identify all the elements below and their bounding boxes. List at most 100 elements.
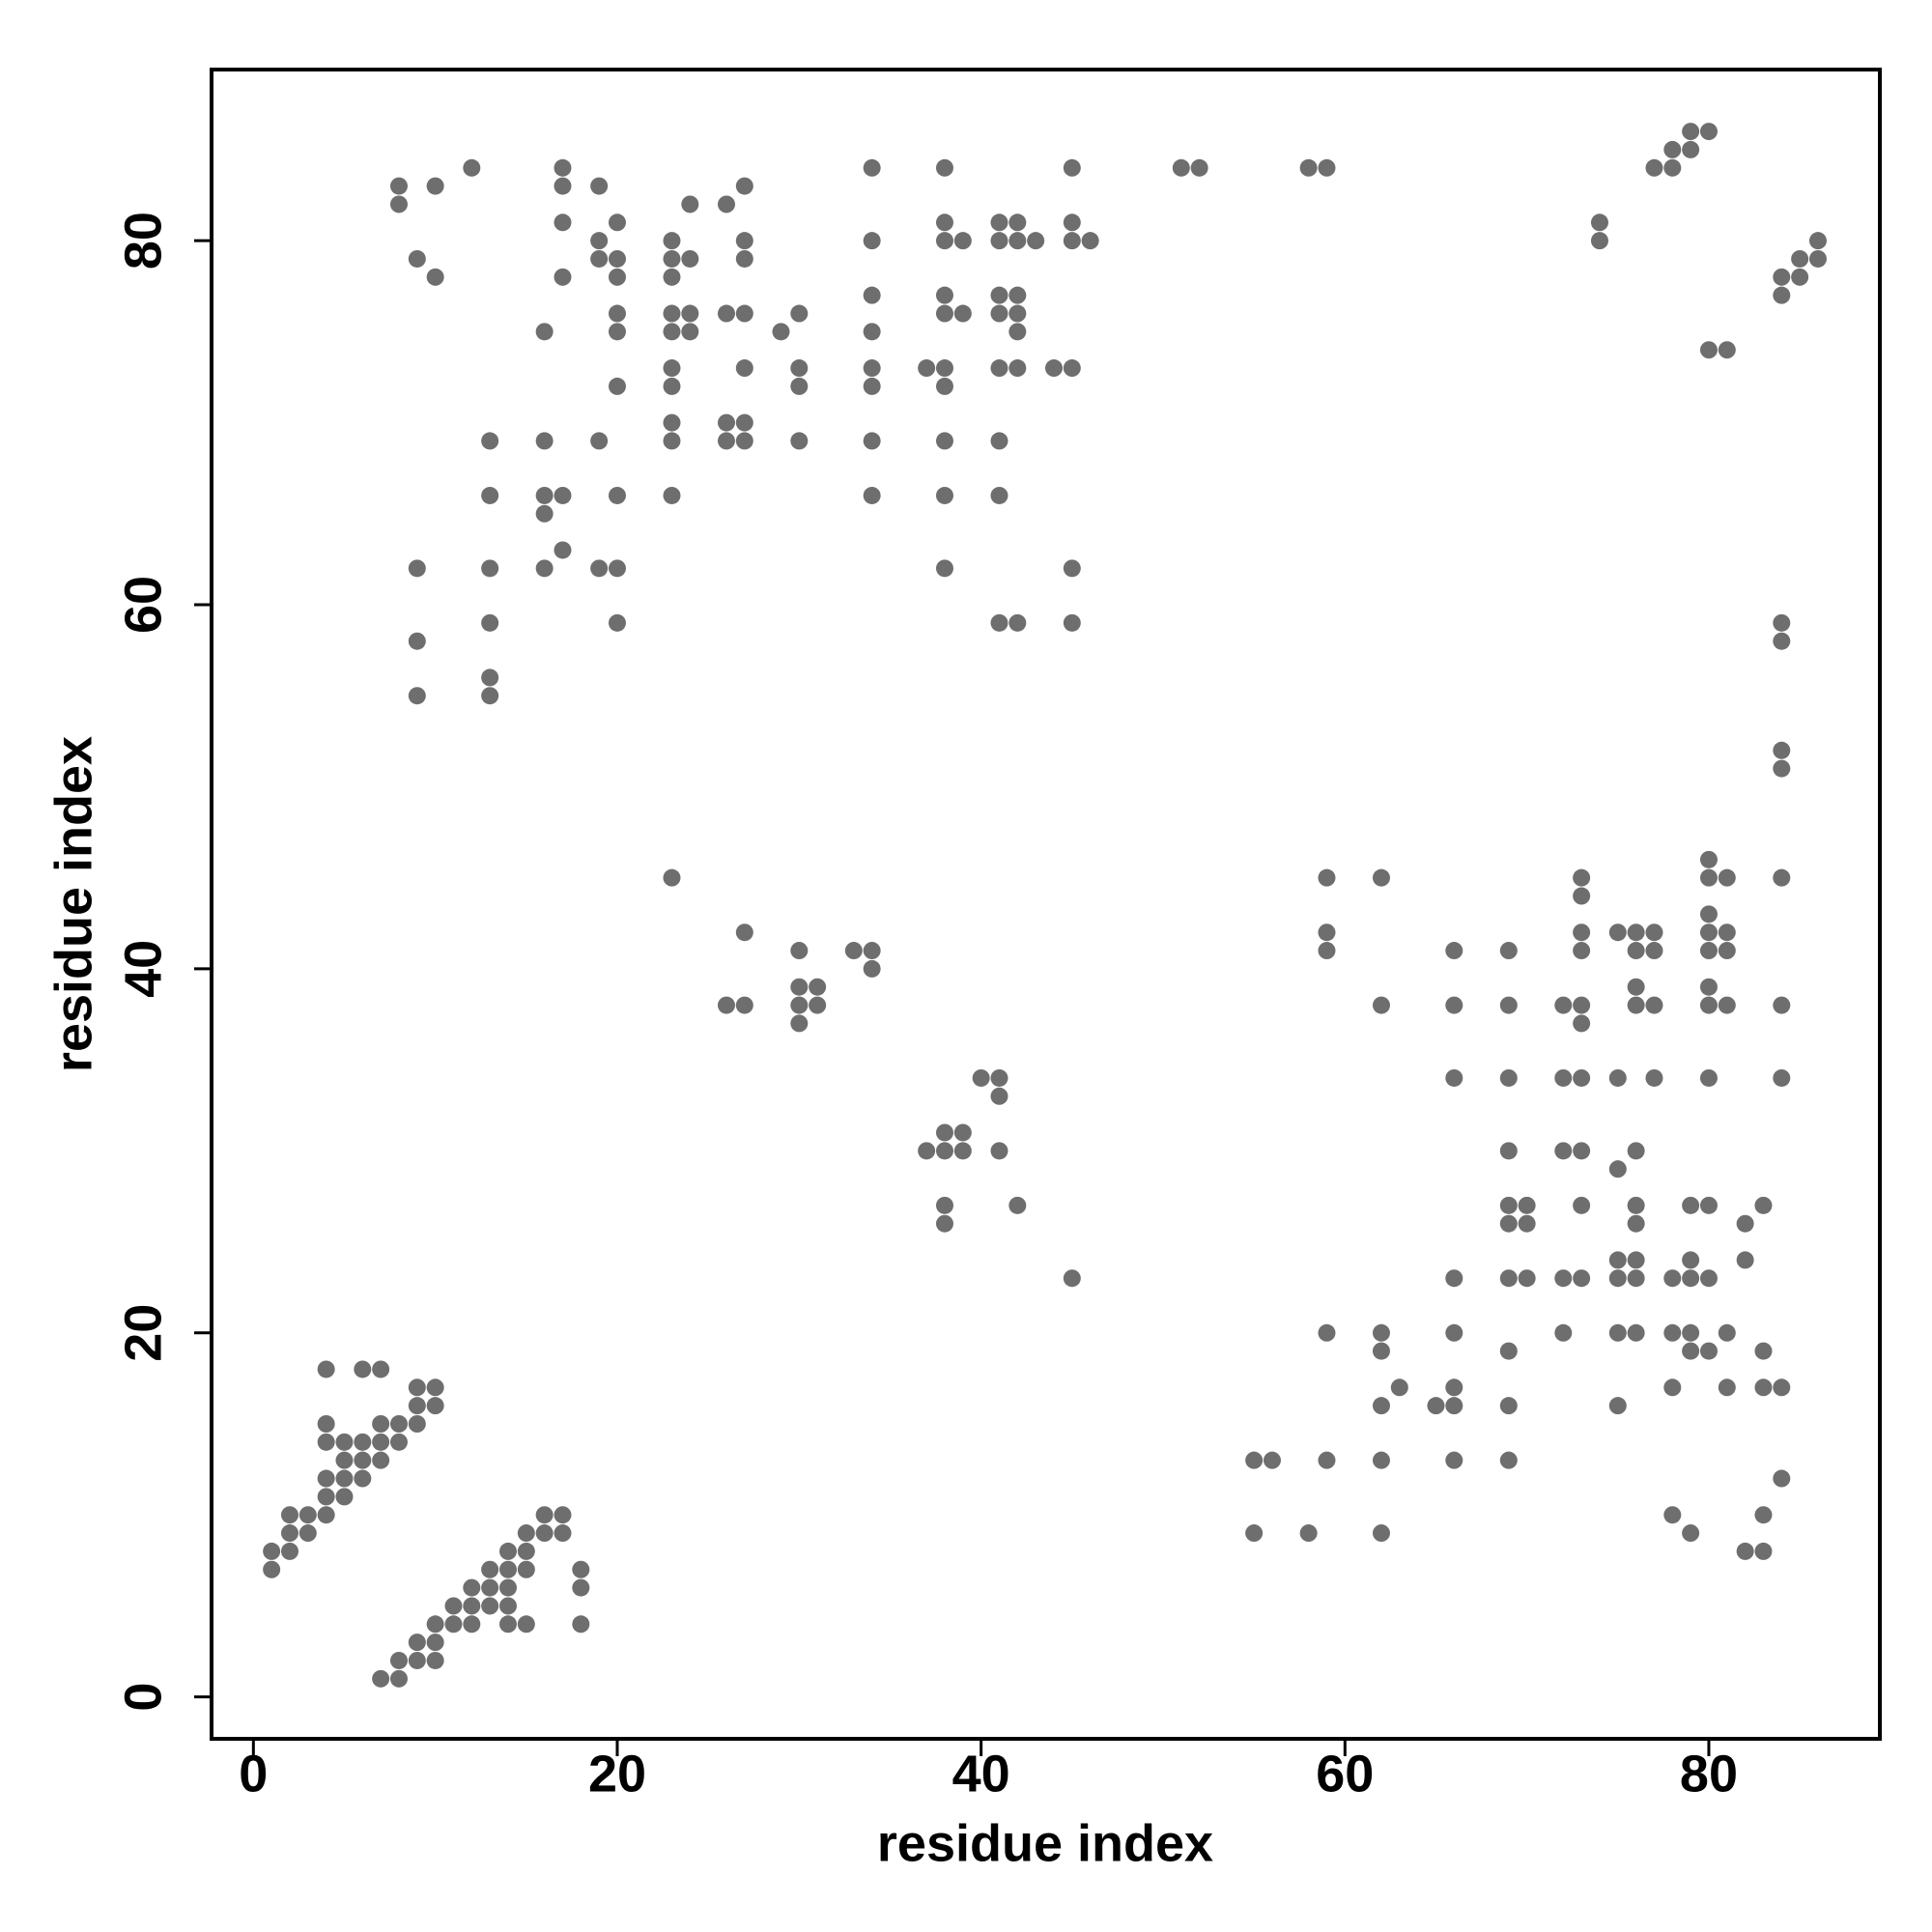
point xyxy=(372,1433,390,1451)
point xyxy=(1573,1068,1591,1087)
point xyxy=(863,232,881,250)
point xyxy=(389,195,408,213)
point xyxy=(1009,1196,1027,1214)
point xyxy=(972,1068,990,1087)
point xyxy=(590,249,609,268)
point xyxy=(990,613,1009,632)
point xyxy=(426,1378,444,1397)
point xyxy=(1009,304,1027,323)
point xyxy=(590,559,609,578)
point xyxy=(1499,942,1518,960)
point xyxy=(1773,1068,1791,1087)
point xyxy=(1499,996,1518,1014)
point xyxy=(1372,868,1390,887)
point xyxy=(1627,942,1645,960)
point xyxy=(863,942,881,960)
point xyxy=(408,1651,426,1669)
point xyxy=(809,996,827,1014)
point xyxy=(1663,1378,1682,1397)
point xyxy=(1573,887,1591,905)
point xyxy=(1645,996,1663,1014)
point xyxy=(935,286,953,304)
point xyxy=(1682,1323,1700,1342)
point xyxy=(481,559,499,578)
point xyxy=(426,1634,444,1652)
point xyxy=(1682,123,1700,141)
point xyxy=(790,377,809,395)
point xyxy=(663,232,681,250)
point xyxy=(735,232,753,250)
point xyxy=(1608,1251,1627,1269)
point xyxy=(1754,1542,1773,1560)
point xyxy=(1682,1342,1700,1360)
point xyxy=(1263,1451,1281,1469)
point xyxy=(1718,1378,1736,1397)
point xyxy=(354,1451,372,1469)
point xyxy=(735,304,753,323)
point xyxy=(1663,1323,1682,1342)
point xyxy=(463,1578,481,1597)
point xyxy=(1773,268,1791,286)
point xyxy=(1754,1196,1773,1214)
y-tick-label: 20 xyxy=(114,1304,172,1362)
point xyxy=(408,1634,426,1652)
point xyxy=(735,432,753,450)
point xyxy=(1009,323,1027,341)
point xyxy=(735,177,753,195)
point xyxy=(1063,158,1081,177)
point xyxy=(953,1123,972,1142)
point xyxy=(790,359,809,378)
point xyxy=(498,1597,517,1615)
point xyxy=(389,1414,408,1433)
point xyxy=(481,1578,499,1597)
point xyxy=(481,1560,499,1578)
point xyxy=(408,1414,426,1433)
point xyxy=(608,323,626,341)
point xyxy=(1773,613,1791,632)
point xyxy=(554,177,572,195)
point xyxy=(317,1433,335,1451)
point xyxy=(535,1524,554,1543)
point xyxy=(1627,1323,1645,1342)
point xyxy=(990,1068,1009,1087)
point xyxy=(1754,1506,1773,1524)
point xyxy=(990,359,1009,378)
point xyxy=(1499,1397,1518,1415)
point xyxy=(1736,1251,1754,1269)
point xyxy=(935,1142,953,1160)
point xyxy=(1063,613,1081,632)
point xyxy=(1009,613,1027,632)
point xyxy=(1009,286,1027,304)
point xyxy=(1318,1451,1336,1469)
point xyxy=(809,978,827,996)
x-tick-label: 60 xyxy=(1316,1745,1374,1803)
x-tick-label: 0 xyxy=(239,1745,268,1803)
point xyxy=(554,1524,572,1543)
point xyxy=(354,1433,372,1451)
point xyxy=(498,1615,517,1634)
point xyxy=(1699,123,1718,141)
point xyxy=(1027,232,1045,250)
point xyxy=(953,1142,972,1160)
y-tick-label: 40 xyxy=(114,940,172,998)
point xyxy=(354,1469,372,1488)
point xyxy=(1372,1323,1390,1342)
point xyxy=(1499,1142,1518,1160)
point xyxy=(1499,1196,1518,1214)
x-tick-label: 80 xyxy=(1680,1745,1738,1803)
point xyxy=(1773,868,1791,887)
point xyxy=(481,687,499,705)
point xyxy=(498,1542,517,1560)
point xyxy=(735,359,753,378)
point xyxy=(1663,1506,1682,1524)
point xyxy=(1499,1342,1518,1360)
point xyxy=(663,432,681,450)
point xyxy=(608,249,626,268)
point xyxy=(1608,1068,1627,1087)
point xyxy=(498,1560,517,1578)
point xyxy=(1663,140,1682,158)
point xyxy=(935,359,953,378)
point xyxy=(1754,1342,1773,1360)
point xyxy=(863,286,881,304)
